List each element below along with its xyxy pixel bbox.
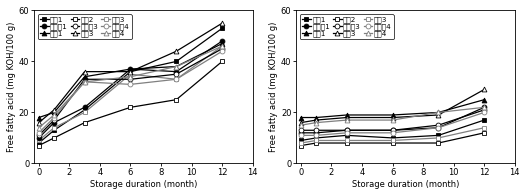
Legend: 상관1, 한가룤1, 신길1, 상관2, 한가룤3, 신길3, 상관3, 한가룤4, 신길4: 상관1, 한가룤1, 신길1, 상관2, 한가룤3, 신길3, 상관3, 한가룤… (38, 14, 132, 39)
X-axis label: Storage duration (month): Storage duration (month) (352, 180, 459, 189)
Y-axis label: Free fatty acid (mg KOH/100 g): Free fatty acid (mg KOH/100 g) (269, 22, 278, 152)
Y-axis label: Free fatty acid (mg KOH/100 g): Free fatty acid (mg KOH/100 g) (7, 22, 16, 152)
Legend: 상관1, 한가룤1, 신길1, 상관2, 한가룤3, 신길3, 상관3, 한가룤4, 신길4: 상관1, 한가룤1, 신길1, 상관2, 한가룤3, 신길3, 상관3, 한가룤… (300, 14, 394, 39)
X-axis label: Storage duration (month): Storage duration (month) (90, 180, 197, 189)
